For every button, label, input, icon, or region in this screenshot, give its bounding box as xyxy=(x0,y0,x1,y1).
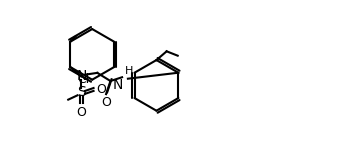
Text: N: N xyxy=(112,78,123,92)
Text: O: O xyxy=(76,106,86,119)
Text: O: O xyxy=(101,96,111,109)
Text: N: N xyxy=(76,69,87,83)
Text: O: O xyxy=(96,83,106,96)
Text: S: S xyxy=(77,85,86,99)
Text: Cl: Cl xyxy=(77,73,90,86)
Text: H: H xyxy=(125,66,133,76)
